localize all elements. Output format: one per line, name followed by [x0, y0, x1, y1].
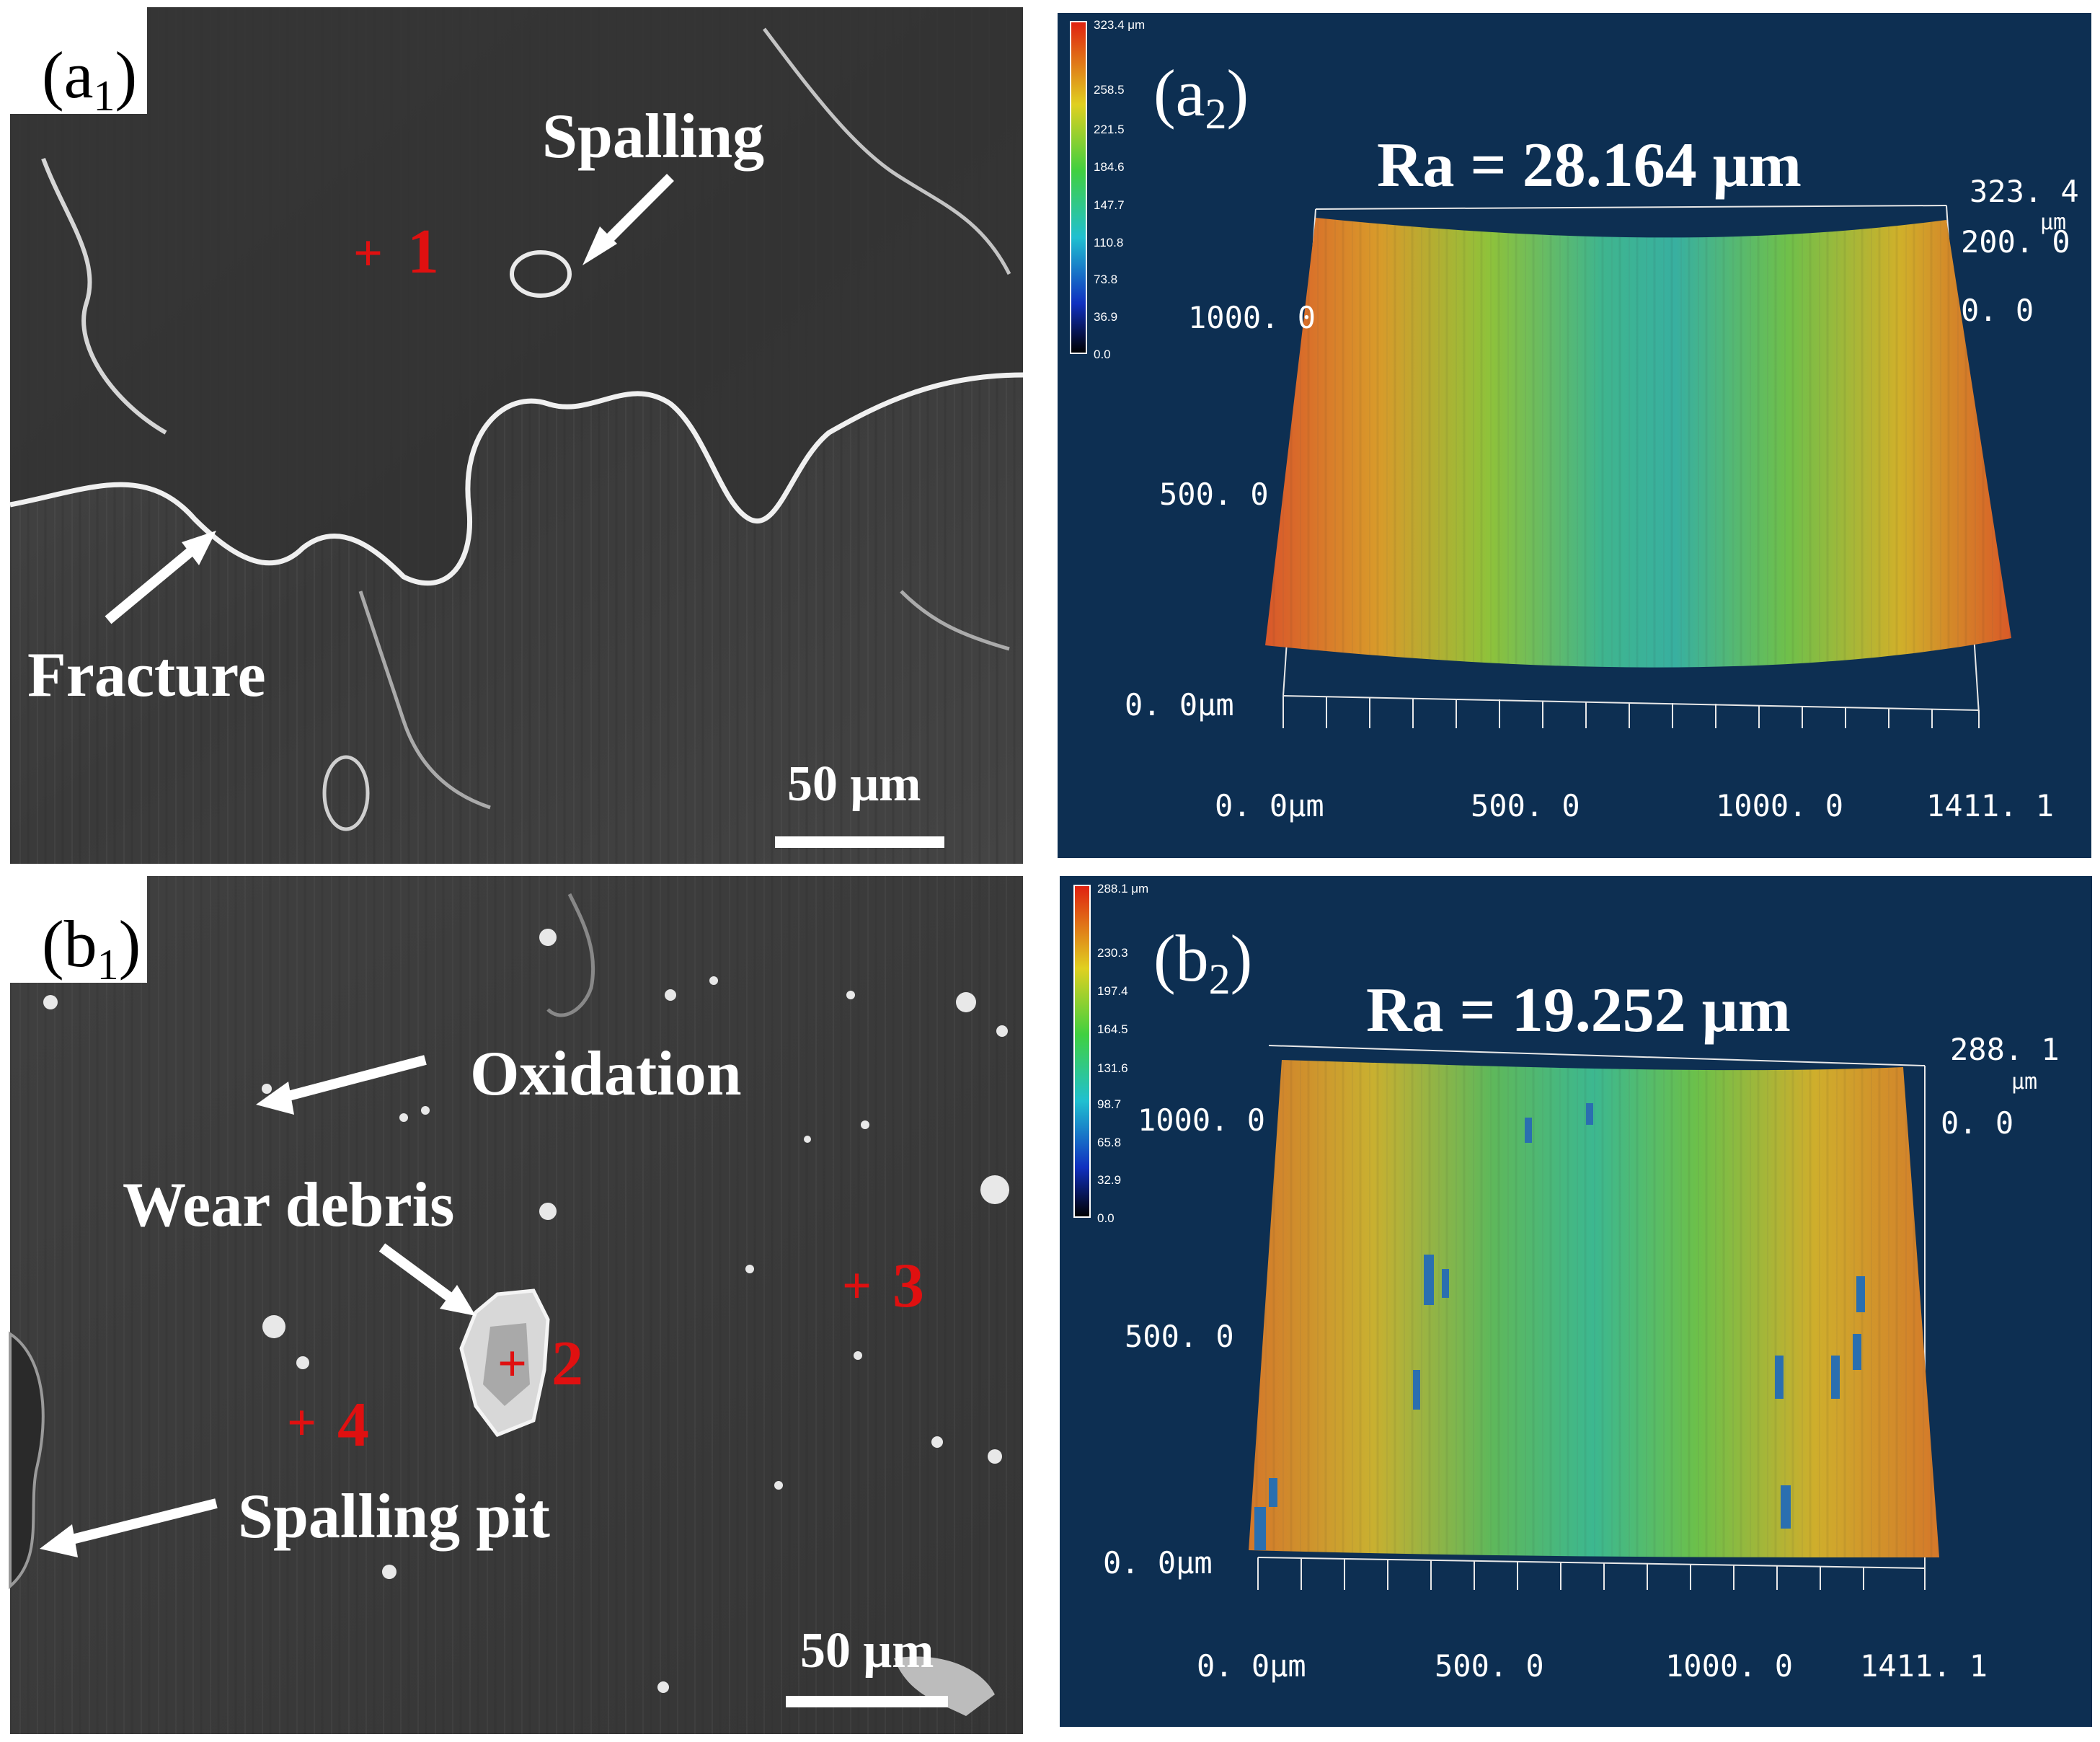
colorbar-b2 — [1073, 885, 1091, 1218]
panel-label-a2: (a2) — [1153, 56, 1249, 138]
point-marker-4: + — [287, 1394, 316, 1451]
panel-label-b2: (b2) — [1153, 921, 1252, 1003]
x-tick-a2-0: 0. 0μm — [1215, 788, 1324, 823]
spalling-pit — [9, 1331, 45, 1590]
x-tick-a2-1411: 1411. 1 — [1926, 788, 2054, 823]
svg-text:131.6: 131.6 — [1097, 1061, 1128, 1075]
arrow-fracture — [182, 531, 216, 565]
scale-bar-b1 — [786, 1696, 948, 1707]
annotation-wear-debris: Wear debris — [123, 1170, 454, 1240]
svg-text:36.9: 36.9 — [1094, 310, 1117, 324]
panel-b1: (b1) Oxidation Wear debris Spalling pit … — [9, 876, 1023, 1734]
arrow-oxidation — [256, 1082, 294, 1115]
svg-text:323.4 μm: 323.4 μm — [1094, 18, 1145, 32]
panel-a2: 323.4 μm 258.5 221.5 184.6 147.7 110.8 7… — [1058, 13, 2091, 858]
arrow-wear-debris — [440, 1285, 476, 1316]
colorbar-ticks-b2: 288.1 μm 230.3 197.4 164.5 131.6 98.7 65… — [1097, 882, 1148, 1225]
surface-pits-b2 — [1254, 1103, 1865, 1550]
svg-text:147.7: 147.7 — [1094, 198, 1125, 212]
svg-text:258.5: 258.5 — [1094, 83, 1125, 97]
svg-text:73.8: 73.8 — [1094, 273, 1117, 286]
point-label-3: 3 — [892, 1251, 924, 1321]
scale-bar-label-a1: 50 μm — [787, 756, 921, 812]
annotation-fracture: Fracture — [27, 640, 266, 710]
point-label-4: 4 — [337, 1390, 369, 1460]
svg-text:230.3: 230.3 — [1097, 946, 1128, 960]
panel-label-box-a1 — [10, 7, 147, 114]
arrow-spalling — [582, 226, 617, 265]
svg-text:65.8: 65.8 — [1097, 1136, 1121, 1149]
z-tick-a2-max: 323. 4 — [1970, 174, 2079, 209]
point-marker-1: + — [353, 224, 383, 282]
panel-label-a1: (a1) — [42, 38, 137, 120]
y-tick-b2-500: 500. 0 — [1125, 1319, 1234, 1354]
panel-b2: 288.1 μm 230.3 197.4 164.5 131.6 98.7 65… — [1060, 876, 2092, 1727]
y-tick-a2-0: 0. 0μm — [1125, 687, 1234, 722]
x-tick-b2-1000: 1000. 0 — [1665, 1648, 1793, 1684]
point-marker-2: + — [497, 1335, 527, 1392]
annotation-oxidation: Oxidation — [470, 1039, 742, 1109]
y-tick-b2-0: 0. 0μm — [1103, 1545, 1213, 1580]
z-unit-b2: μm — [2011, 1069, 2037, 1095]
y-tick-b2-1000: 1000. 0 — [1138, 1102, 1265, 1138]
y-tick-a2-1000: 1000. 0 — [1188, 300, 1316, 335]
x-tick-b2-0: 0. 0μm — [1197, 1648, 1306, 1684]
ra-value-a2: Ra = 28.164 μm — [1377, 131, 1802, 200]
z-tick-a2-0: 0. 0 — [1961, 293, 2034, 328]
annotation-spalling: Spalling — [542, 102, 764, 172]
x-tick-b2-1411: 1411. 1 — [1860, 1648, 1988, 1684]
svg-text:288.1 μm: 288.1 μm — [1097, 882, 1148, 896]
svg-text:0.0: 0.0 — [1094, 348, 1111, 361]
y-tick-a2-500: 500. 0 — [1159, 477, 1269, 512]
panel-a1: (a1) Spalling Fracture + 1 50 μm — [9, 7, 1024, 864]
point-label-2: 2 — [551, 1329, 583, 1399]
fracture-edge — [9, 372, 1024, 586]
z-tick-a2-200: 200. 0 — [1961, 224, 2070, 260]
z-tick-b2-max: 288. 1 — [1950, 1032, 2060, 1067]
z-unit-a2: μm — [2040, 210, 2066, 235]
x-tick-a2-500: 500. 0 — [1471, 788, 1580, 823]
x-tick-b2-500: 500. 0 — [1435, 1648, 1544, 1684]
scale-bar-label-b1: 50 μm — [800, 1623, 934, 1679]
panel-label-box-b1 — [10, 876, 147, 983]
wear-debris-particles — [43, 929, 1009, 1693]
svg-text:184.6: 184.6 — [1094, 160, 1125, 174]
z-tick-b2-0: 0. 0 — [1941, 1105, 2013, 1141]
ra-value-b2: Ra = 19.252 μm — [1366, 976, 1791, 1045]
colorbar-ticks-a2: 323.4 μm 258.5 221.5 184.6 147.7 110.8 7… — [1094, 18, 1145, 361]
svg-text:0.0: 0.0 — [1097, 1211, 1115, 1225]
svg-text:221.5: 221.5 — [1094, 123, 1125, 136]
svg-text:32.9: 32.9 — [1097, 1173, 1121, 1187]
panel-label-b1: (b1) — [42, 907, 141, 989]
point-label-1: 1 — [407, 217, 439, 287]
svg-text:110.8: 110.8 — [1094, 236, 1123, 249]
svg-text:197.4: 197.4 — [1097, 984, 1128, 998]
arrow-spalling-pit — [40, 1524, 78, 1557]
point-marker-3: + — [842, 1257, 872, 1314]
svg-text:98.7: 98.7 — [1097, 1097, 1121, 1111]
scale-bar-a1 — [775, 836, 944, 848]
colorbar-a2 — [1070, 21, 1087, 354]
svg-text:164.5: 164.5 — [1097, 1022, 1128, 1036]
x-tick-a2-1000: 1000. 0 — [1716, 788, 1843, 823]
annotation-spalling-pit: Spalling pit — [238, 1482, 550, 1552]
spalled-region — [10, 7, 1023, 583]
